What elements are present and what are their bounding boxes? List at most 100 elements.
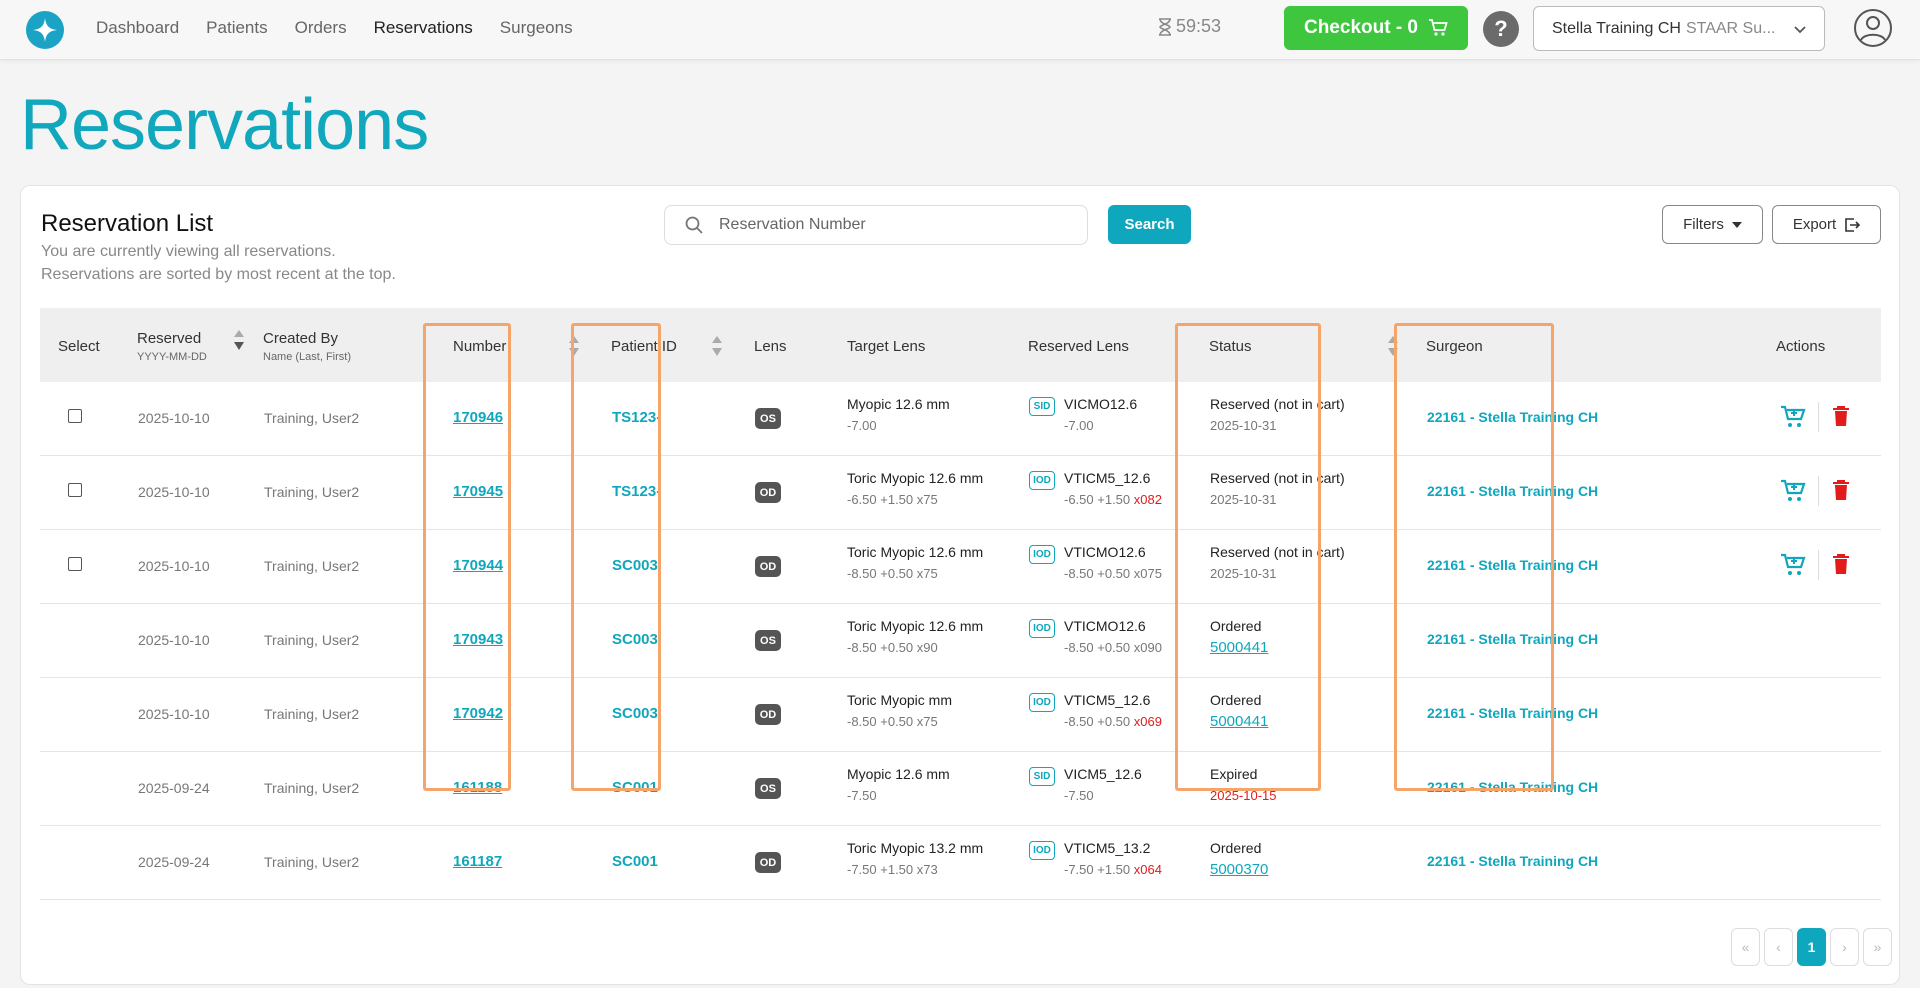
add-to-cart-icon[interactable] (1780, 479, 1806, 506)
patient-id-link[interactable]: TS123- (612, 409, 662, 426)
target-lens-name: Myopic 12.6 mm (847, 766, 950, 782)
table-row: 2025-10-10 Training, User2 170946 TS123- OS M… (40, 382, 1881, 456)
nav-orders[interactable]: Orders (294, 18, 347, 37)
sort-desc-icon[interactable] (233, 328, 245, 352)
surgeon-link[interactable]: 22161 - Stella Training CH (1427, 631, 1599, 647)
order-number-link[interactable]: 5000441 (1210, 639, 1269, 656)
target-lens-name: Toric Myopic mm (847, 692, 953, 708)
col-reserved[interactable]: Reserved YYYY-MM-DD (137, 330, 207, 363)
reserved-lens-name: VTICM5_12.6 (1064, 470, 1151, 486)
account-selector[interactable]: Stella Training CH STAAR Su... (1533, 6, 1825, 51)
patient-id-link[interactable]: SC001 (612, 853, 658, 870)
eye-badge: OD (755, 704, 781, 725)
reservation-number-link[interactable]: 170945 (453, 483, 504, 500)
row-select-checkbox[interactable] (68, 483, 82, 497)
target-lens-power: -8.50 +0.50 x75 (847, 714, 938, 729)
lens-type-badge: IOD (1029, 545, 1055, 564)
delete-icon[interactable] (1832, 553, 1850, 578)
reserved-lens-name: VTICMO12.6 (1064, 544, 1146, 560)
reserved-lens-name: VICMO12.6 (1064, 396, 1138, 412)
sort-icon[interactable] (711, 334, 723, 358)
nav-reservations[interactable]: Reservations (373, 18, 473, 37)
surgeon-link[interactable]: 22161 - Stella Training CH (1427, 779, 1599, 795)
patient-id-link[interactable]: SC001 (612, 779, 658, 796)
nav-surgeons[interactable]: Surgeons (499, 18, 573, 37)
reservation-number-link[interactable]: 161188 (453, 779, 503, 796)
status-label: Reserved (not in cart) (1210, 470, 1345, 486)
surgeon-link[interactable]: 22161 - Stella Training CH (1427, 409, 1599, 425)
row-select-checkbox[interactable] (68, 409, 82, 423)
target-lens-name: Toric Myopic 13.2 mm (847, 840, 984, 856)
reservation-number-link[interactable]: 161187 (453, 853, 503, 870)
page-current-button[interactable]: 1 (1797, 928, 1826, 966)
cart-icon (1429, 19, 1448, 36)
page-first-button[interactable]: « (1731, 928, 1760, 966)
export-label: Export (1792, 216, 1837, 233)
table-row: 2025-09-24 Training, User2 161187 SC001 OD To… (40, 826, 1881, 900)
delete-icon[interactable] (1832, 479, 1850, 504)
filters-label: Filters (1683, 216, 1724, 233)
status-label: Ordered (1210, 692, 1262, 708)
expiry-date: 2025-10-31 (1210, 492, 1277, 507)
export-button[interactable]: Export (1772, 205, 1881, 244)
col-target-lens: Target Lens (847, 338, 926, 355)
created-by: Training, User2 (264, 780, 360, 796)
reservation-number-link[interactable]: 170943 (453, 631, 504, 648)
lens-type-badge: IOD (1029, 471, 1055, 490)
target-lens-power: -7.50 +1.50 x73 (847, 862, 938, 877)
page-last-button[interactable]: » (1863, 928, 1892, 966)
search-button[interactable]: Search (1108, 205, 1191, 244)
help-button[interactable]: ? (1483, 11, 1519, 47)
table-row: 2025-09-24 Training, User2 161188 SC001 OS My… (40, 752, 1881, 826)
reserved-lens-name: VTICM5_12.6 (1064, 692, 1151, 708)
filters-button[interactable]: Filters (1662, 205, 1763, 244)
patient-id-link[interactable]: SC003 (612, 705, 658, 722)
surgeon-link[interactable]: 22161 - Stella Training CH (1427, 853, 1599, 869)
checkout-label: Checkout - 0 (1303, 17, 1419, 38)
add-to-cart-icon[interactable] (1780, 553, 1806, 580)
reserved-lens-name: VTICM5_13.2 (1064, 840, 1151, 856)
user-profile-icon[interactable] (1853, 8, 1893, 48)
add-to-cart-icon[interactable] (1780, 405, 1806, 432)
action-divider (1818, 476, 1819, 506)
page-next-button[interactable]: › (1830, 928, 1859, 966)
chevron-down-icon (1794, 21, 1806, 37)
highlight-surgeon-column (1394, 323, 1554, 791)
surgeon-link[interactable]: 22161 - Stella Training CH (1427, 483, 1599, 499)
target-lens-name: Myopic 12.6 mm (847, 396, 950, 412)
highlight-patient-id-column (571, 323, 661, 791)
surgeon-link[interactable]: 22161 - Stella Training CH (1427, 557, 1599, 573)
target-lens-power: -7.00 (847, 418, 877, 433)
order-number-link[interactable]: 5000370 (1210, 861, 1269, 878)
patient-id-link[interactable]: SC003 (612, 557, 658, 574)
delete-icon[interactable] (1832, 405, 1850, 430)
target-lens-power: -8.50 +0.50 x75 (847, 566, 938, 581)
eye-badge: OD (755, 482, 781, 503)
col-number: Number (453, 338, 507, 355)
reserved-lens-power: -8.50 +0.50 x090 (1064, 640, 1162, 655)
reservation-number-link[interactable]: 170946 (453, 409, 504, 426)
checkout-button[interactable]: Checkout - 0 (1284, 6, 1468, 50)
reserved-lens-power-value: -6.50 +1.50 (1064, 492, 1131, 507)
patient-id-link[interactable]: SC003 (612, 631, 658, 648)
main-nav: Dashboard Patients Orders Reservations S… (96, 0, 573, 56)
surgeon-link[interactable]: 22161 - Stella Training CH (1427, 705, 1599, 721)
reserved-lens-power-value: -7.50 (1064, 788, 1094, 803)
reservation-number-link[interactable]: 170944 (453, 557, 504, 574)
lens-type-badge: IOD (1029, 693, 1055, 712)
col-actions: Actions (1776, 338, 1826, 355)
order-number-link[interactable]: 5000441 (1210, 713, 1269, 730)
list-title: Reservation List (41, 210, 214, 237)
row-select-checkbox[interactable] (68, 557, 82, 571)
target-lens-name: Toric Myopic 12.6 mm (847, 618, 984, 634)
patient-id-link[interactable]: TS123- (612, 483, 662, 500)
table-row: 2025-10-10 Training, User2 170942 SC003 OD To… (40, 678, 1881, 752)
search-input[interactable]: Reservation Number (664, 205, 1088, 245)
col-surgeon: Surgeon (1426, 338, 1483, 355)
app-logo-icon[interactable] (26, 11, 64, 49)
nav-patients[interactable]: Patients (206, 18, 268, 37)
nav-dashboard[interactable]: Dashboard (96, 18, 180, 37)
reservation-number-link[interactable]: 170942 (453, 705, 504, 722)
reserved-lens-power: -8.50 +0.50 x069 (1064, 714, 1162, 729)
page-prev-button[interactable]: ‹ (1764, 928, 1793, 966)
